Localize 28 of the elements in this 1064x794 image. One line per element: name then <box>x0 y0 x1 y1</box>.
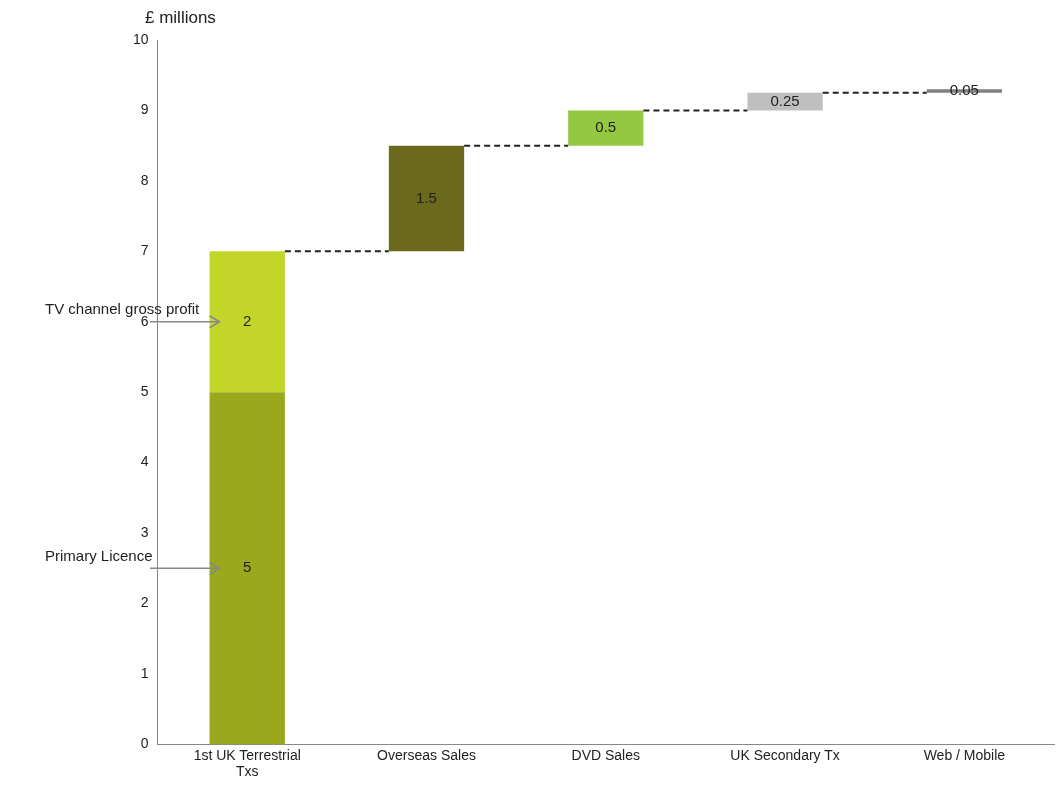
y-tick-label: 3 <box>140 523 149 540</box>
x-tick-label: UK Secondary Tx <box>730 746 840 763</box>
x-tick-label: Web / Mobile <box>923 746 1006 763</box>
y-tick-label: 5 <box>140 383 149 400</box>
bar <box>209 392 285 745</box>
y-tick-label: 10 <box>132 30 149 47</box>
y-axis-title: £ millions <box>145 7 216 27</box>
bar <box>568 110 644 146</box>
y-tick-label: 9 <box>140 101 149 118</box>
data-label: 0.5 <box>595 118 617 136</box>
text: Primary Licence <box>45 546 153 564</box>
data-label: 0.25 <box>770 91 800 109</box>
data-label: 5 <box>243 558 252 576</box>
y-tick-label: 4 <box>140 453 149 470</box>
data-label: 2 <box>243 311 252 329</box>
y-tick-label: 0 <box>140 735 149 752</box>
data-label: 0.05 <box>949 81 979 99</box>
annotation: TV channel gross profit <box>45 300 201 318</box>
x-tick-label: 1st UK Terrestrial Txs <box>193 746 301 780</box>
y-tick-label: 1 <box>140 664 149 681</box>
y-tick-label: 8 <box>140 171 149 188</box>
y-tick-label: 2 <box>140 594 149 611</box>
bar <box>209 251 285 393</box>
x-tick-label: DVD Sales <box>571 746 641 763</box>
x-tick-label: Overseas Sales <box>377 746 476 763</box>
data-label: 1.5 <box>416 188 437 206</box>
bar <box>388 145 465 252</box>
y-tick-label: 7 <box>140 242 149 259</box>
